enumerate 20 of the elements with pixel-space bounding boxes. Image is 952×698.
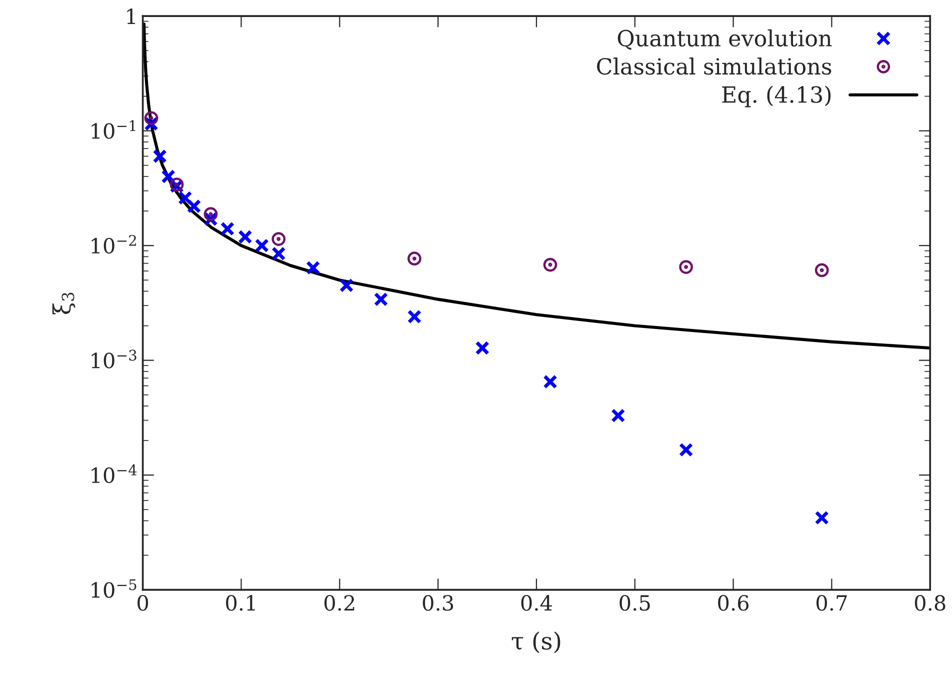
x-tick-label: 0.2 (324, 595, 354, 611)
y-tick-label: 10$^{−3}$ (92, 350, 136, 368)
x-tick-label: 0 (138, 595, 148, 611)
y-tick-label: 10$^{−1}$ (92, 120, 136, 139)
y-tick-label: 10$^{−5}$ (92, 579, 136, 598)
y-tick-label: 1 (127, 8, 135, 24)
x-tick-label: 0.1 (226, 595, 255, 611)
legend-label: Classical simulations (597, 58, 832, 75)
y-tick-label: 10$^{−2}$ (92, 234, 136, 254)
x-tick-label: 0.4 (521, 595, 552, 611)
x-axis-title: τ (s) (512, 632, 560, 654)
x-tick-label: 0.3 (422, 595, 454, 611)
legend-label: Quantum evolution (618, 29, 832, 50)
legend-label: Eq. (4.13) (722, 86, 831, 108)
x-tick-label: 0.5 (620, 595, 650, 611)
x-tick-label: 0.7 (816, 595, 847, 611)
y-tick-label: 10$^{−4}$ (92, 464, 137, 484)
x-tick-label: 0.8 (914, 595, 946, 611)
x-tick-label: 0.6 (718, 595, 749, 611)
y-axis-title: ξ$_{3}$ (52, 292, 76, 314)
